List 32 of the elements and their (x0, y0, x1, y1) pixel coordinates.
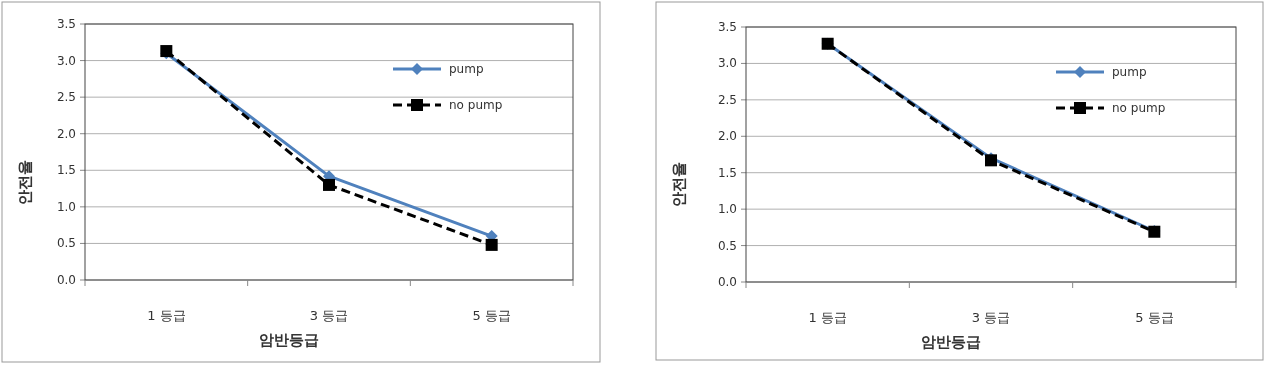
x-tick-label: 5 등급 (472, 308, 511, 323)
y-tick-label: 1.5 (717, 165, 737, 180)
y-axis-title: 안전율 (670, 162, 688, 207)
x-axis-title: 암반등급 (259, 331, 319, 349)
y-tick-label: 0.5 (717, 238, 737, 253)
x-tick-label: 3 등급 (309, 308, 349, 323)
y-tick-label: 2.0 (56, 126, 76, 141)
x-axis-title: 암반등급 (921, 333, 981, 351)
legend-label: no pump (449, 98, 503, 112)
y-tick-label: 1.0 (717, 202, 737, 217)
y-tick-label: 1.0 (56, 199, 76, 214)
y-tick-label: 3.5 (56, 17, 76, 31)
x-tick-label: 3 등급 (971, 310, 1011, 325)
y-tick-label: 2.5 (717, 92, 737, 107)
x-tick-label: 1 등급 (808, 310, 847, 325)
y-axis-title: 안전율 (16, 159, 34, 205)
legend-label: pump (1112, 65, 1147, 79)
y-tick-label: 3.0 (717, 56, 737, 71)
y-tick-label: 3.0 (56, 53, 76, 68)
y-tick-label: 0.5 (56, 236, 76, 251)
legend-label: no pump (1112, 101, 1166, 115)
y-tick-label: 0.0 (56, 273, 76, 287)
y-tick-label: 2.5 (56, 90, 76, 105)
point (323, 178, 335, 191)
y-tick-label: 0.0 (717, 275, 737, 289)
y-tick-label: 2.0 (717, 129, 737, 144)
x-tick-label: 5 등급 (1135, 310, 1174, 325)
y-tick-label: 1.5 (56, 163, 76, 178)
point (485, 238, 498, 251)
legend-label: pump (449, 62, 484, 76)
x-tick-label: 1 등급 (147, 308, 186, 323)
y-tick-label: 3.5 (717, 20, 737, 34)
